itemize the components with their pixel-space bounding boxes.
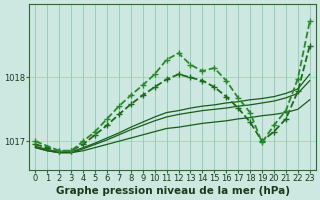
X-axis label: Graphe pression niveau de la mer (hPa): Graphe pression niveau de la mer (hPa) <box>56 186 290 196</box>
